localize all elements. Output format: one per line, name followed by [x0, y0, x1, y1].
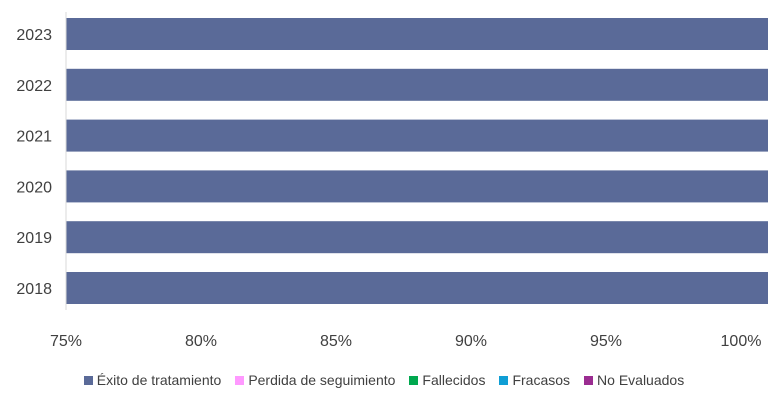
legend: Éxito de tratamiento Perdida de seguimien…	[0, 372, 768, 388]
x-tick-label: 100%	[721, 333, 762, 350]
y-tick-label: 2021	[16, 129, 52, 146]
y-tick-label: 2020	[16, 179, 52, 196]
y-tick-label: 2023	[16, 27, 52, 44]
bar-segment	[66, 170, 768, 203]
x-tick-label: 85%	[320, 333, 352, 350]
legend-swatch	[235, 375, 245, 385]
y-tick-label: 2022	[16, 78, 52, 95]
y-tick-label: 2018	[16, 281, 52, 298]
legend-item: Fallecidos	[409, 372, 485, 388]
legend-label: Éxito de tratamiento	[96, 372, 222, 388]
bar-segment	[66, 272, 768, 304]
legend-item: No Evaluados	[584, 372, 684, 388]
legend-swatch	[499, 375, 509, 385]
bar-segment	[66, 18, 768, 50]
legend-label: Perdida de seguimiento	[248, 372, 396, 388]
x-tick-label: 80%	[185, 333, 217, 350]
y-tick-label: 2019	[16, 230, 52, 247]
x-tick-label: 90%	[455, 333, 487, 350]
legend-label: No Evaluados	[597, 372, 685, 388]
legend-swatch	[83, 375, 93, 385]
legend-swatch	[584, 375, 594, 385]
bar-segment	[66, 119, 768, 152]
legend-item: Éxito de tratamiento	[83, 372, 222, 388]
legend-item: Fracasos	[499, 372, 570, 388]
legend-item: Perdida de seguimiento	[235, 372, 395, 388]
legend-label: Fallecidos	[422, 372, 486, 388]
bar-segment	[66, 68, 768, 101]
x-tick-label: 95%	[590, 333, 622, 350]
legend-swatch	[409, 375, 419, 385]
stacked-bar-chart: 2023847820228658202185682020874820198946…	[16, 12, 768, 350]
x-tick-label: 75%	[50, 333, 82, 350]
legend-label: Fracasos	[512, 372, 571, 388]
bar-segment	[66, 221, 768, 254]
